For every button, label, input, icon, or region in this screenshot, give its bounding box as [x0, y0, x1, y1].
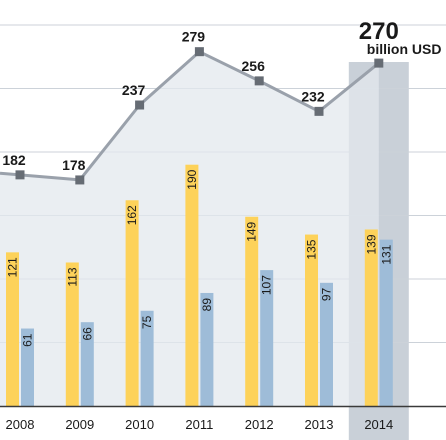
line-label-2008: 182	[2, 152, 26, 168]
bar-b-2010	[140, 310, 154, 406]
line-marker-2011	[194, 47, 204, 57]
x-tick-2014: 2014	[364, 417, 393, 432]
bar-b-label-2008: 61	[21, 333, 35, 347]
bar-a-2013	[305, 234, 318, 406]
bar-b-2012	[260, 270, 274, 406]
bar-a-label-2014: 139	[364, 234, 378, 254]
x-tick-labels: 2008 2009 2010 2011 2012 2013 2014	[6, 417, 394, 432]
bar-a-2009	[65, 262, 79, 406]
bar-b-label-2009: 66	[80, 327, 94, 341]
line-label-2013: 232	[301, 88, 325, 104]
bar-a-2010	[125, 200, 139, 406]
line-marker-2009	[75, 175, 85, 185]
line-marker-2008	[15, 170, 25, 180]
bar-a-label-2011: 190	[185, 169, 199, 189]
line-label-2009: 178	[62, 157, 86, 173]
x-tick-2010: 2010	[125, 417, 154, 432]
bar-b-2011	[200, 292, 214, 406]
bar-b-label-2011: 89	[200, 298, 214, 312]
unit-label: billion USD	[367, 41, 442, 57]
line-markers	[15, 47, 384, 185]
x-tick-2011: 2011	[185, 417, 213, 432]
bar-a-2012	[245, 216, 259, 406]
bar-a-label-2010: 162	[125, 205, 139, 225]
bar-a-label-2009: 113	[65, 267, 79, 286]
bar-a-label-2008: 121	[6, 257, 20, 277]
bar-b-label-2013: 97	[320, 287, 334, 301]
bar-b-label-2014: 131	[379, 244, 393, 264]
bar-a-2008	[6, 252, 19, 406]
series-line	[0, 50, 380, 182]
x-tick-2008: 2008	[6, 417, 35, 432]
bar-b-label-2012: 107	[260, 275, 274, 295]
bar-b-label-2010: 75	[140, 315, 154, 329]
bar-a-label-2013: 135	[305, 239, 319, 259]
bar-b-2008	[21, 328, 34, 406]
x-tick-2012: 2012	[245, 417, 274, 432]
bar-b-2009	[80, 322, 94, 406]
bar-b-2013	[320, 282, 333, 406]
line-marker-2014	[374, 58, 384, 68]
line-marker-2012	[254, 76, 264, 86]
bar-a-2011	[185, 164, 199, 406]
line-label-2010: 237	[122, 82, 146, 98]
bar-a-label-2012: 149	[245, 221, 259, 241]
line-marker-2010	[135, 100, 145, 110]
bar-b-2014	[379, 239, 393, 406]
x-tick-2013: 2013	[305, 417, 334, 432]
line-label-2014: 270	[359, 18, 399, 45]
line-label-2011: 279	[182, 29, 206, 45]
bar-a-2014	[364, 229, 378, 406]
x-tick-2009: 2009	[65, 417, 94, 432]
line-marker-2013	[314, 106, 324, 116]
line-label-2012: 256	[242, 58, 266, 74]
